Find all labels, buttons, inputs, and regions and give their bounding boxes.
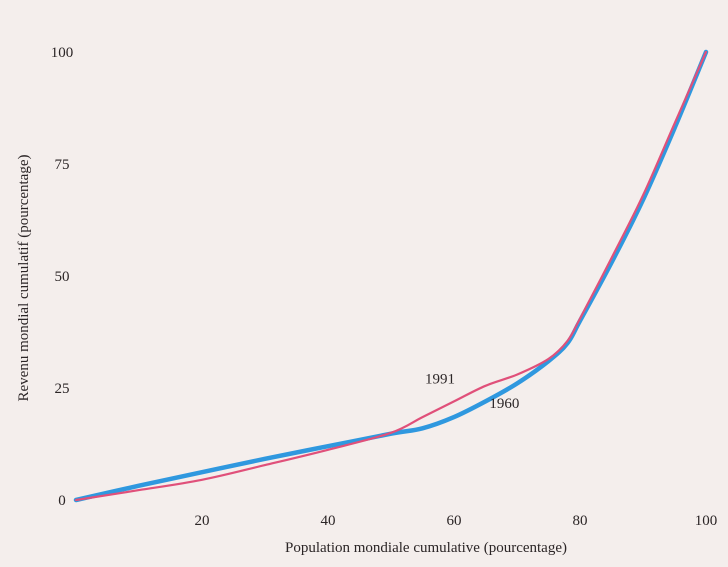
y-axis-ticks: 0 25 50 75 100	[51, 45, 74, 509]
y-tick-label: 100	[51, 45, 74, 61]
x-tick-label: 100	[695, 513, 718, 529]
x-axis-ticks: 20 40 60 80 100	[195, 513, 718, 529]
x-axis-title: Population mondiale cumulative (pourcent…	[285, 540, 567, 556]
series-label-1960: 1960	[489, 396, 519, 412]
x-tick-label: 60	[447, 513, 462, 529]
y-tick-label: 25	[55, 381, 70, 397]
y-axis-title: Revenu mondial cumulatif (pourcentage)	[16, 155, 32, 402]
x-tick-label: 40	[321, 513, 336, 529]
x-tick-label: 80	[573, 513, 588, 529]
x-tick-label: 20	[195, 513, 210, 529]
annotation-layer: 1991 1960	[425, 371, 519, 412]
y-tick-label: 75	[55, 157, 70, 173]
series-line-1960	[73, 49, 709, 503]
series-layer	[73, 49, 709, 503]
series-line-1991	[74, 50, 708, 502]
series-label-1991: 1991	[425, 371, 455, 387]
y-tick-label: 50	[55, 269, 70, 285]
y-tick-label: 0	[58, 493, 66, 509]
